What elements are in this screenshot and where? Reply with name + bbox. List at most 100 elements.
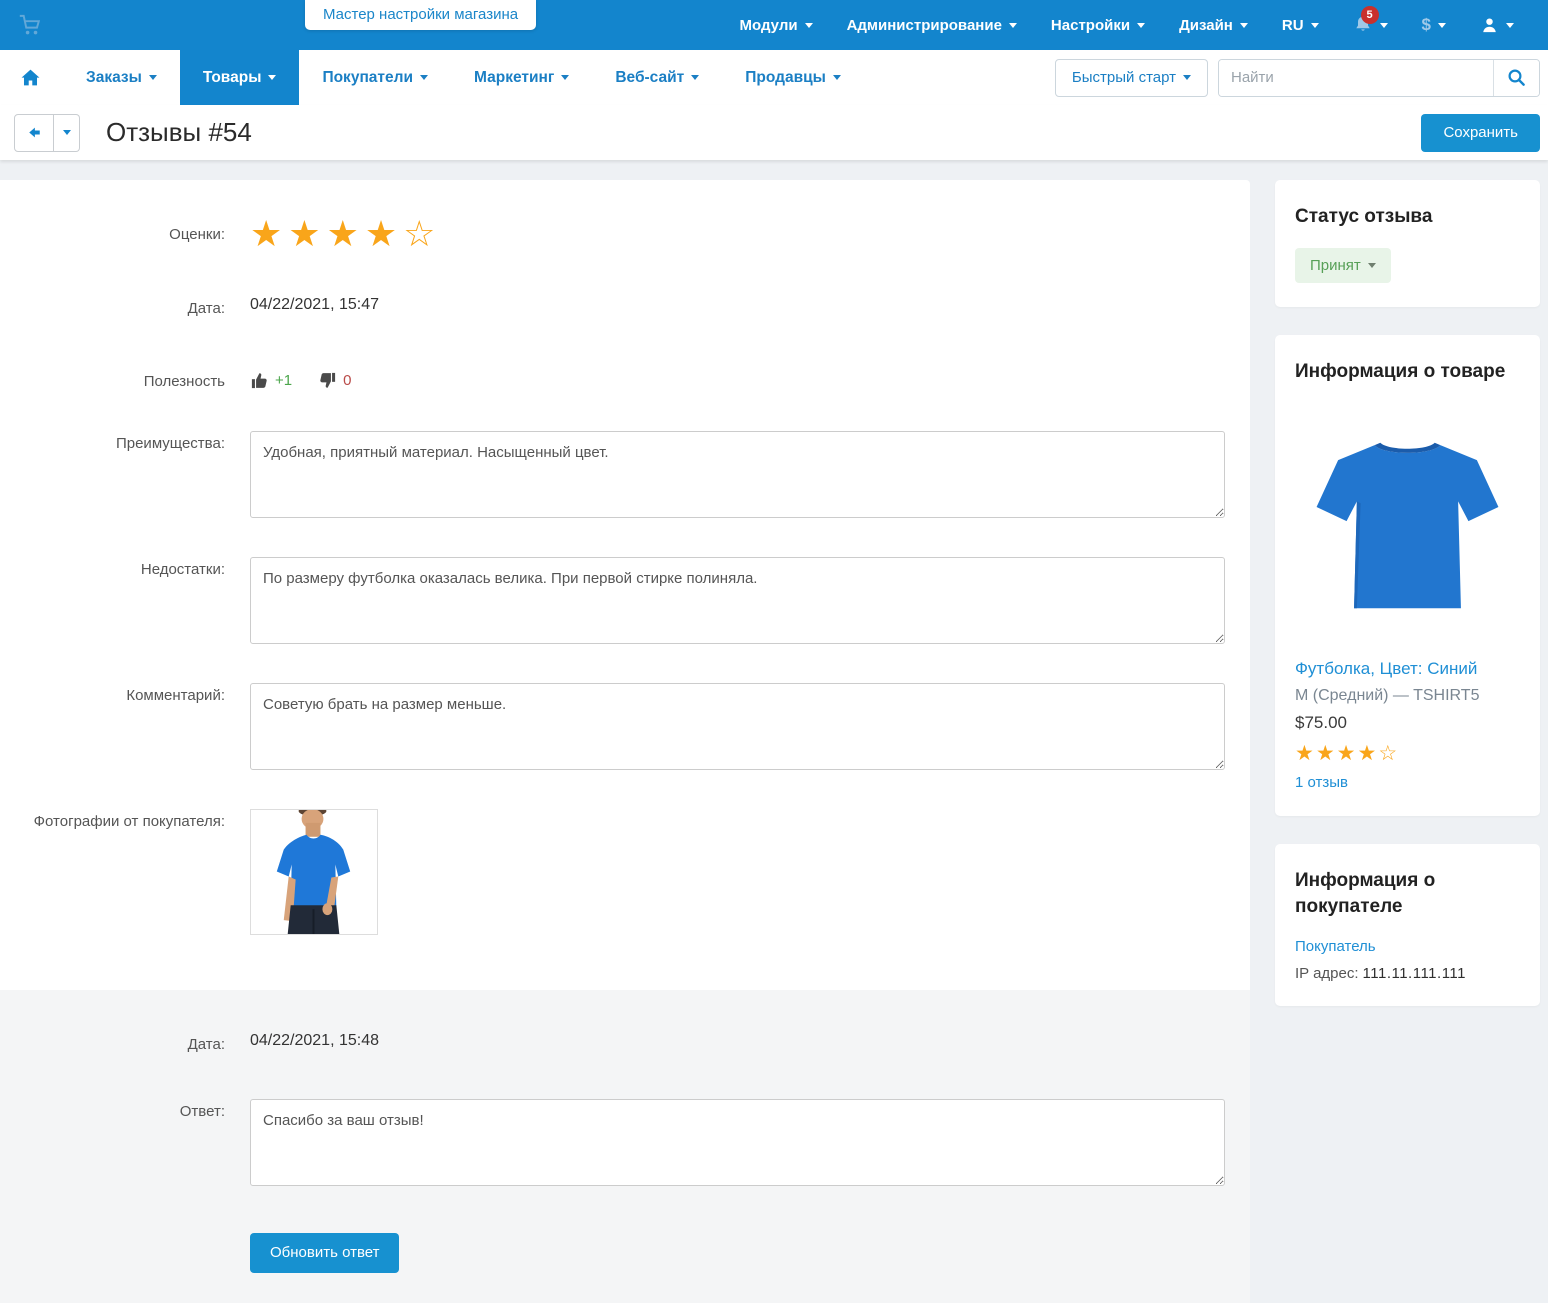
chevron-down-icon <box>148 75 157 80</box>
advantages-label: Преимущества: <box>115 435 225 452</box>
content: Оценки: ★★★★☆ Дата: 04/22/2021, 15:47 По… <box>0 180 1548 1303</box>
thumbs-up-count: +1 <box>275 372 293 390</box>
back-button-group <box>14 113 80 152</box>
status-dropdown[interactable]: Принят <box>1295 247 1391 283</box>
customer-link[interactable]: Покупатель <box>1295 937 1376 955</box>
chevron-down-icon <box>1438 22 1446 28</box>
thumbs-up-counter[interactable]: +1 <box>250 371 292 390</box>
nav-item-marketing[interactable]: Маркетинг <box>451 50 592 105</box>
chevron-down-icon <box>561 75 570 80</box>
topmenu-administration[interactable]: Администрирование <box>847 17 1017 34</box>
chevron-down-icon <box>1008 22 1017 28</box>
nav-item-orders[interactable]: Заказы <box>63 50 180 105</box>
customer-info-title: Информация о покупателе <box>1295 870 1436 917</box>
star-filled-icon: ★ <box>1295 742 1316 766</box>
star-filled-icon: ★ <box>1315 742 1337 766</box>
customer-photos-row: Фотографии от покупателя: <box>0 806 1250 935</box>
nav-item-products-label: Товары <box>202 68 262 86</box>
currency-menu[interactable]: $ <box>1422 15 1446 35</box>
reply-answer-row: Ответ: Спасибо за ваш отзыв! <box>0 1098 1250 1191</box>
chevron-down-icon <box>1183 75 1191 80</box>
comment-textarea[interactable]: Советую брать на размер меньше. <box>250 683 1225 770</box>
comment-row: Комментарий: Советую брать на размер мен… <box>0 683 1250 775</box>
product-rating-stars: ★★★★☆ <box>1295 743 1520 764</box>
language-selector[interactable]: RU <box>1282 17 1319 34</box>
currency-icon: $ <box>1421 15 1431 34</box>
star-filled-icon: ★ <box>364 213 404 254</box>
disadvantages-textarea[interactable]: По размеру футболка оказалась велика. Пр… <box>250 557 1225 644</box>
search-box <box>1218 58 1540 97</box>
chevron-down-icon <box>804 22 813 28</box>
storefront-cart-icon[interactable] <box>18 14 42 36</box>
disadvantages-row: Недостатки: По размеру футболка оказалас… <box>0 557 1250 649</box>
date-row: Дата: 04/22/2021, 15:47 <box>0 296 1250 321</box>
nav-item-website[interactable]: Веб-сайт <box>592 50 722 105</box>
nav-item-products[interactable]: Товары <box>179 50 300 105</box>
star-empty-icon: ☆ <box>1378 742 1400 766</box>
star-filled-icon: ★ <box>288 213 327 254</box>
page-header: Отзывы #54 Сохранить <box>0 105 1548 160</box>
product-name-link[interactable]: Футболка, Цвет: Синий <box>1295 659 1478 679</box>
date-label: Дата: <box>187 300 225 317</box>
product-reviews-link[interactable]: 1 отзыв <box>1295 774 1349 792</box>
thumbs-down-counter[interactable]: 0 <box>318 371 351 390</box>
chevron-down-icon <box>1137 22 1146 28</box>
chevron-down-icon <box>1310 22 1319 28</box>
home-icon[interactable] <box>0 50 63 105</box>
chevron-down-icon <box>1506 22 1514 28</box>
chevron-down-icon <box>832 75 841 80</box>
topmenu-settings[interactable]: Настройки <box>1051 17 1146 34</box>
rating-label: Оценки: <box>169 226 225 243</box>
nav-item-vendors[interactable]: Продавцы <box>722 50 864 105</box>
nav-item-customers[interactable]: Покупатели <box>299 50 451 105</box>
search-button[interactable] <box>1493 59 1539 96</box>
back-button[interactable] <box>14 113 54 152</box>
search-input[interactable] <box>1219 59 1493 96</box>
store-setup-wizard-tab[interactable]: Мастер настройки магазина <box>305 0 537 30</box>
review-details-section: Оценки: ★★★★☆ Дата: 04/22/2021, 15:47 По… <box>0 180 1250 990</box>
product-variant: M (Средний) — TSHIRT5 <box>1295 687 1480 705</box>
product-info-title: Информация о товаре <box>1295 360 1506 382</box>
review-status-card: Статус отзыва Принят <box>1275 180 1540 307</box>
chevron-down-icon <box>691 75 700 80</box>
topmenu-modules[interactable]: Модули <box>740 17 813 34</box>
nav-item-website-label: Веб-сайт <box>615 68 685 86</box>
ip-label: IP адрес: <box>1295 964 1359 982</box>
topmenu-administration-label: Администрирование <box>846 16 1002 34</box>
quick-start-button[interactable]: Быстрый старт <box>1054 58 1208 97</box>
ip-value: 111.11.111.111 <box>1362 964 1466 982</box>
save-button[interactable]: Сохранить <box>1421 113 1540 152</box>
rating-stars[interactable]: ★★★★☆ <box>250 216 441 252</box>
chevron-down-icon <box>1239 22 1248 28</box>
date-value: 04/22/2021, 15:47 <box>250 296 380 313</box>
product-image[interactable] <box>1295 402 1520 642</box>
chevron-down-icon <box>1367 262 1376 268</box>
topbar-menu: Модули Администрирование Настройки Дизай… <box>740 0 1514 50</box>
customer-info-card: Информация о покупателе Покупатель IP ад… <box>1275 844 1540 1006</box>
advantages-textarea[interactable]: Удобная, приятный материал. Насыщенный ц… <box>250 431 1225 518</box>
reply-date-label: Дата: <box>187 1036 225 1053</box>
customer-photo-thumbnail[interactable] <box>250 806 378 935</box>
reply-textarea[interactable]: Спасибо за ваш отзыв! <box>250 1098 1225 1186</box>
language-label: RU <box>1281 16 1304 34</box>
page-title: Отзывы #54 <box>106 117 252 147</box>
topmenu-modules-label: Модули <box>739 16 798 34</box>
reply-section: Дата: 04/22/2021, 15:48 Ответ: Спасибо з… <box>0 990 1250 1303</box>
star-filled-icon: ★ <box>1357 742 1379 766</box>
review-status-title: Статус отзыва <box>1295 206 1433 227</box>
product-price: $75.00 <box>1295 713 1347 733</box>
nav-item-marketing-label: Маркетинг <box>474 68 555 86</box>
star-filled-icon: ★ <box>1336 742 1358 766</box>
update-reply-button[interactable]: Обновить ответ <box>250 1232 400 1273</box>
user-menu[interactable] <box>1480 16 1514 35</box>
chevron-down-icon <box>420 75 429 80</box>
star-filled-icon: ★ <box>326 213 365 254</box>
admin-topbar: Мастер настройки магазина Модули Админис… <box>0 0 1548 50</box>
reply-date-row: Дата: 04/22/2021, 15:48 <box>0 1032 1250 1057</box>
topmenu-design[interactable]: Дизайн <box>1179 17 1248 34</box>
reply-date-value: 04/22/2021, 15:48 <box>250 1032 380 1049</box>
rating-row: Оценки: ★★★★☆ <box>0 216 1250 252</box>
back-dropdown-button[interactable] <box>54 113 80 152</box>
notifications-menu[interactable]: 5 <box>1353 6 1388 35</box>
advantages-row: Преимущества: Удобная, приятный материал… <box>0 431 1250 523</box>
